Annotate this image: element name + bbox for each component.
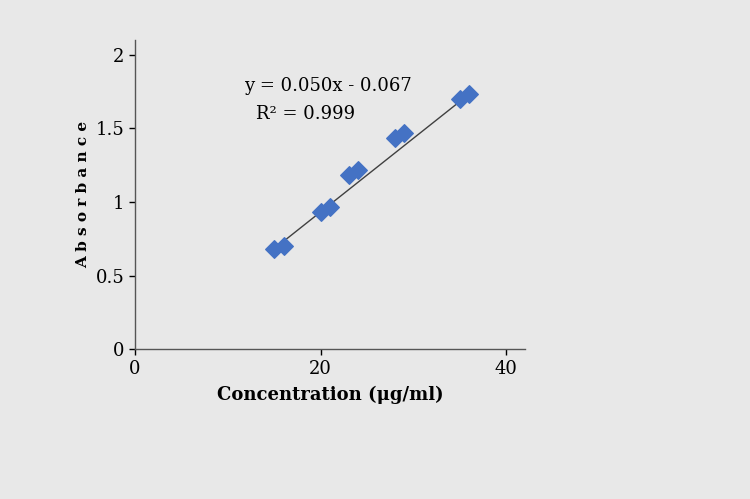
Point bbox=[398, 129, 410, 137]
Y-axis label: A b s o r b a n c e: A b s o r b a n c e bbox=[76, 121, 90, 268]
Point bbox=[464, 90, 476, 98]
X-axis label: Concentration (μg/ml): Concentration (μg/ml) bbox=[217, 386, 443, 404]
Point bbox=[389, 134, 401, 142]
Point bbox=[343, 171, 355, 179]
Point bbox=[454, 95, 466, 103]
Point bbox=[315, 208, 327, 216]
Point bbox=[278, 242, 290, 250]
Point bbox=[352, 166, 364, 174]
Point bbox=[268, 245, 280, 252]
Text: R² = 0.999: R² = 0.999 bbox=[256, 105, 355, 123]
Text: y = 0.050x - 0.067: y = 0.050x - 0.067 bbox=[244, 77, 412, 95]
Point bbox=[324, 203, 336, 211]
